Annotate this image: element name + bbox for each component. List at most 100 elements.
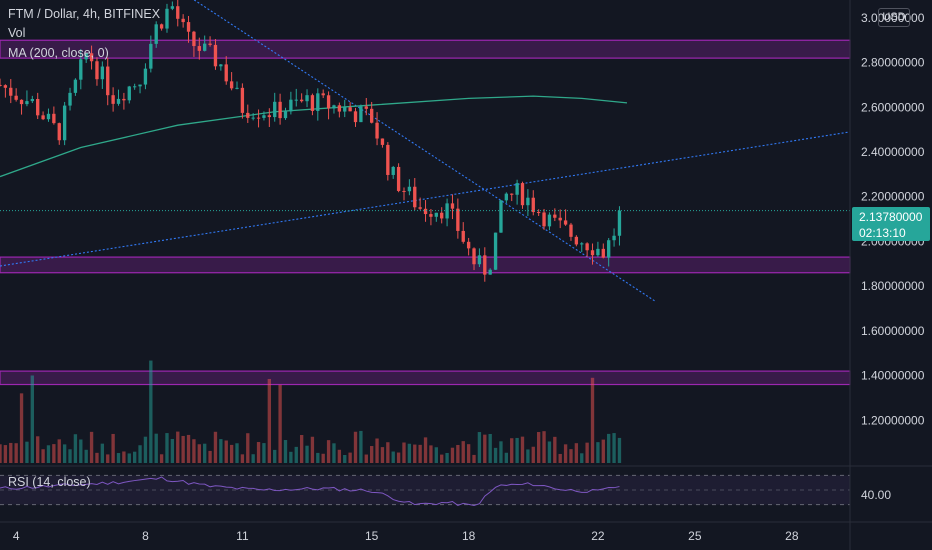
candle-body	[100, 66, 105, 80]
candle-body	[57, 123, 61, 141]
candle-body	[46, 113, 51, 120]
volume-bar	[418, 444, 422, 463]
candle-body	[440, 212, 444, 219]
time-tick-label: 8	[142, 529, 149, 543]
candle-body	[138, 84, 142, 87]
volume-bar	[197, 444, 201, 463]
candle-body	[165, 8, 169, 29]
volume-bar	[138, 445, 142, 463]
volume-bar	[310, 436, 315, 463]
volume-bar	[510, 438, 514, 463]
candle-body	[170, 6, 175, 9]
candle-body	[520, 183, 525, 206]
candle-body	[127, 86, 131, 101]
volume-bar	[515, 437, 519, 463]
candle-body	[574, 236, 579, 245]
candle-body	[499, 200, 503, 233]
candle-body	[601, 248, 605, 258]
volume-bar	[601, 439, 605, 463]
candle-body	[348, 107, 352, 112]
volume-bar	[483, 434, 487, 463]
candle-body	[95, 61, 99, 80]
candle-body	[585, 243, 589, 251]
candle-body	[488, 269, 492, 275]
volume-bar	[542, 431, 546, 463]
candle-body	[483, 255, 487, 275]
volume-bar	[504, 452, 509, 463]
volume-bar	[536, 432, 541, 463]
time-tick-label: 18	[462, 529, 476, 543]
volume-bar	[305, 445, 309, 463]
volume-bar	[617, 437, 622, 463]
volume-bar	[19, 393, 24, 463]
volume-bar	[386, 442, 390, 463]
volume-bar	[192, 439, 196, 463]
candle-body	[84, 53, 88, 60]
volume-bar	[235, 443, 239, 463]
volume-bar	[30, 375, 34, 463]
candle-body	[434, 212, 438, 217]
price-tick-label: 2.20000000	[861, 190, 925, 204]
candle-body	[181, 18, 185, 23]
volume-bar	[353, 431, 358, 463]
volume-bar	[111, 433, 115, 463]
volume-bar	[165, 433, 169, 463]
candle-body	[466, 241, 471, 249]
candle-body	[224, 64, 228, 82]
volume-bar	[149, 360, 153, 463]
rsi-legend[interactable]: RSI (14, close)	[8, 475, 91, 489]
candle-body	[9, 87, 13, 96]
volume-bar	[348, 452, 352, 463]
candle-body	[353, 111, 358, 123]
volume-bar	[246, 433, 250, 463]
symbol-title[interactable]: FTM / Dollar, 4h, BITFINEX	[8, 7, 161, 21]
candle-body	[116, 98, 121, 104]
candle-body	[186, 22, 191, 32]
volume-bar	[396, 452, 401, 463]
volume-bar	[46, 445, 51, 463]
ma-legend[interactable]: MA (200, close, 0)	[8, 46, 109, 60]
volume-bar	[547, 441, 552, 463]
candle-body	[316, 93, 320, 111]
volume-bar	[240, 454, 245, 463]
volume-bar	[3, 445, 8, 463]
trendlines-layer	[0, 0, 851, 303]
candle-body	[3, 85, 8, 88]
currency-badge[interactable]: USD	[878, 8, 910, 27]
price-tick-label: 1.60000000	[861, 324, 925, 338]
candle-body	[122, 98, 126, 101]
volume-bar	[116, 453, 121, 463]
candle-body	[159, 24, 164, 29]
volume-bar	[375, 438, 379, 463]
candle-body	[380, 138, 385, 145]
volume-bar	[316, 452, 320, 463]
volume-bar	[359, 430, 363, 463]
volume-bar	[370, 446, 374, 463]
candles-layer	[0, 0, 622, 282]
volume-bar	[100, 443, 105, 463]
candle-body	[547, 214, 552, 227]
candle-body	[396, 166, 401, 191]
volume-layer	[0, 360, 622, 463]
candle-body	[149, 43, 153, 69]
volume-bar	[278, 384, 282, 463]
candle-body	[375, 122, 379, 139]
volume-bar	[380, 447, 385, 463]
volume-bar	[450, 447, 455, 463]
price-tick-label: 1.20000000	[861, 413, 925, 427]
candle-body	[617, 210, 622, 236]
candle-body	[229, 81, 234, 89]
candle-body	[213, 44, 218, 67]
volume-legend[interactable]: Vol	[8, 26, 26, 40]
volume-bar	[289, 451, 293, 463]
volume-bar	[326, 440, 331, 463]
volume-bar	[36, 436, 40, 463]
candle-body	[536, 212, 541, 214]
volume-bar	[321, 453, 325, 463]
candle-body	[477, 255, 482, 265]
volume-bar	[256, 442, 261, 463]
candle-body	[106, 66, 110, 96]
candle-body	[299, 99, 304, 102]
candle-body	[235, 87, 239, 89]
